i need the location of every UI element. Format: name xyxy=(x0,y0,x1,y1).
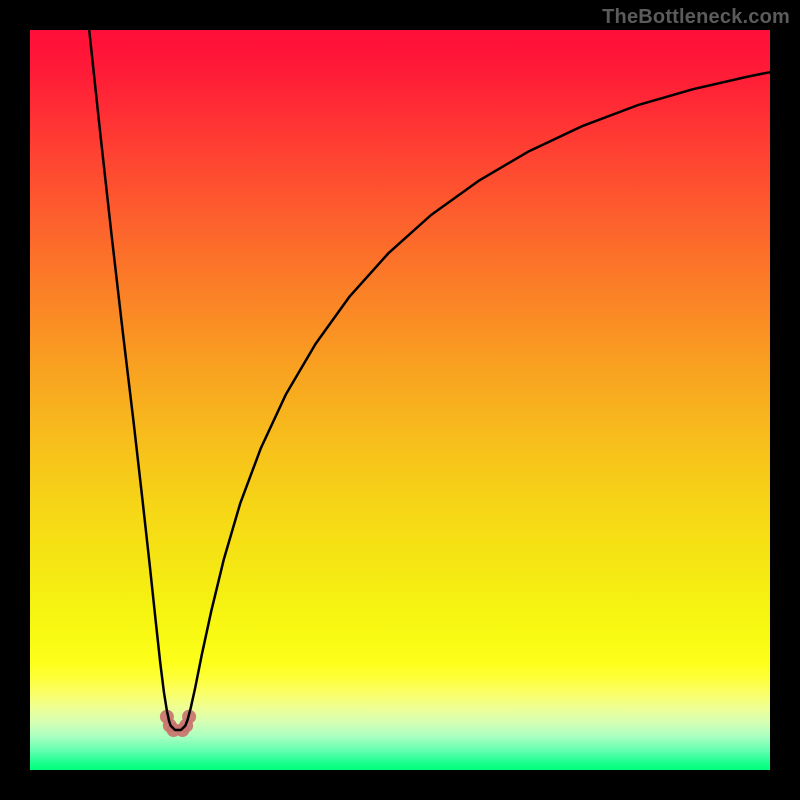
bottleneck-curve xyxy=(30,30,770,770)
dip-marker-layer xyxy=(160,710,196,737)
plot-area xyxy=(30,30,770,770)
bottleneck-curve-path xyxy=(89,30,770,730)
watermark-label: TheBottleneck.com xyxy=(602,6,790,29)
figure-container: TheBottleneck.com xyxy=(0,0,800,800)
